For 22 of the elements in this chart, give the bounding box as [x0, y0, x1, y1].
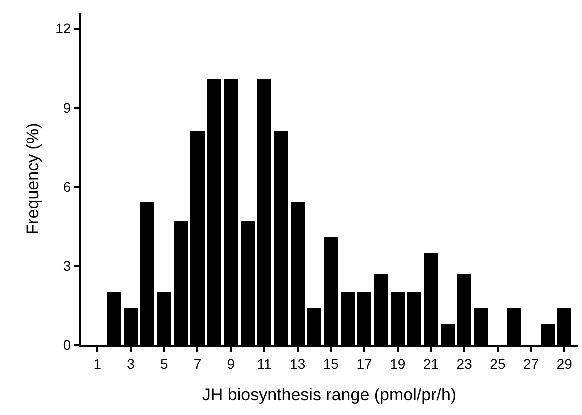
y-tick-label: 6 [63, 178, 72, 195]
x-tick-label: 21 [423, 356, 440, 372]
y-tick-label: 3 [63, 258, 72, 274]
x-tick-label: 7 [194, 356, 202, 372]
x-tick-label: 5 [160, 356, 168, 372]
y-tick-label: 0 [63, 336, 72, 353]
x-tick-label: 1 [94, 356, 102, 372]
x-tick-label: 27 [524, 356, 540, 372]
x-axis-title: JH biosynthesis range (pmol/pr/h) [202, 386, 457, 405]
x-tick-label: 15 [323, 356, 340, 372]
x-tick-label: 29 [556, 356, 573, 372]
x-tick-label: 11 [257, 356, 272, 372]
x-tick-label: 9 [227, 356, 236, 372]
x-tick-label: 19 [390, 356, 406, 372]
x-tick-label: 3 [127, 356, 136, 372]
x-tick-label: 23 [456, 356, 473, 372]
y-axis-title: Frequency (%) [24, 123, 43, 235]
y-tick-label: 12 [56, 20, 72, 37]
x-tick-label: 13 [290, 356, 306, 372]
x-tick-label: 25 [490, 356, 506, 372]
x-tick-label: 17 [356, 356, 373, 372]
y-tick-label: 9 [63, 100, 72, 116]
